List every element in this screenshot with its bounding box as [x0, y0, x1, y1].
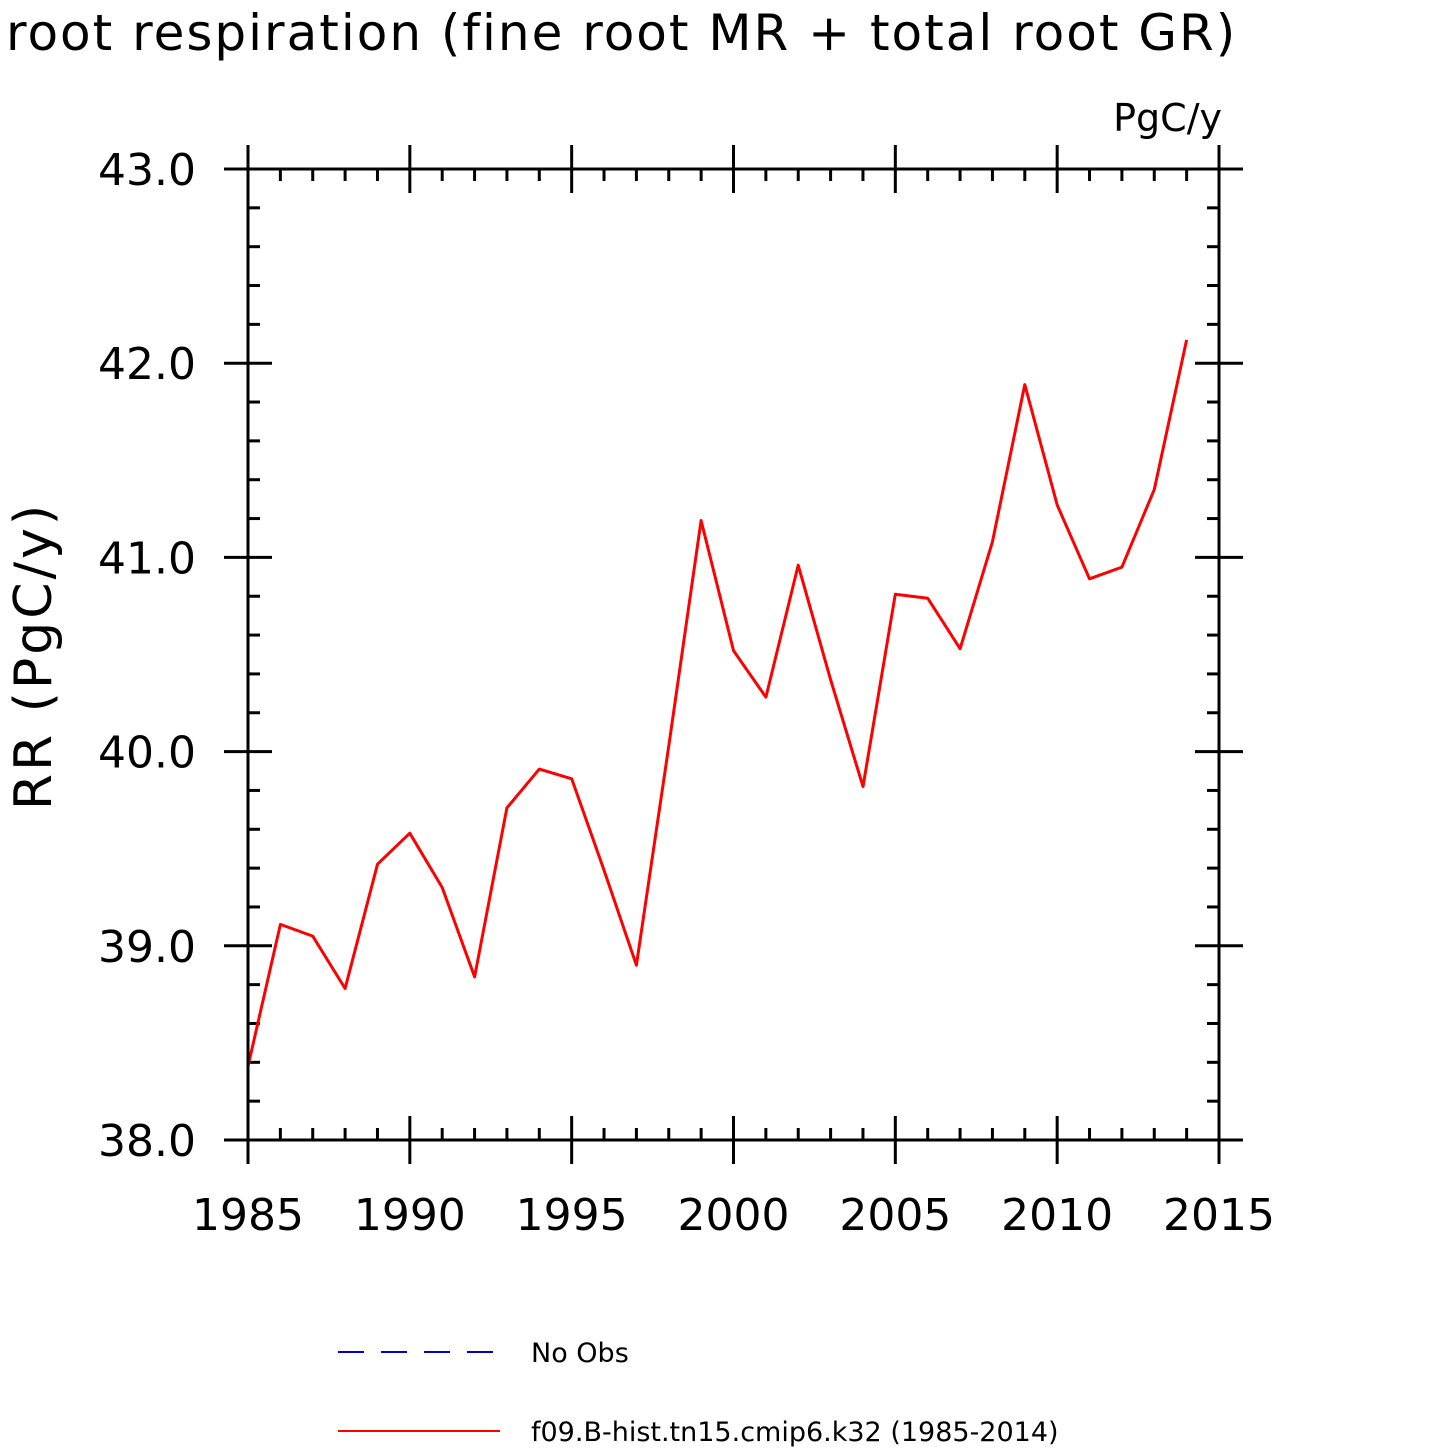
plot-frame: [246, 167, 1221, 1142]
y-axis-label: RR (PgC/y): [4, 502, 64, 810]
y-tick-label: 39.0: [98, 922, 196, 973]
y-tick-label: 42.0: [98, 339, 196, 390]
series-layer: [246, 339, 1189, 1067]
x-tick-label: 1990: [354, 1190, 466, 1241]
y-tick-label: 41.0: [98, 533, 196, 584]
chart-title: root respiration (fine root MR + total r…: [6, 4, 1237, 62]
x-tick-label: 2015: [1163, 1190, 1275, 1241]
x-tick-label: 2005: [839, 1190, 951, 1241]
axis-ticks: [224, 145, 1243, 1164]
x-tick-label: 2010: [1001, 1190, 1113, 1241]
series-line: [246, 339, 1189, 1067]
x-tick-label: 1985: [192, 1190, 304, 1241]
legend: No Obs f09.B-hist.tn15.cmip6.k32 (1985-20…: [338, 1338, 1059, 1448]
y-tick-label: 43.0: [98, 145, 196, 196]
units-label: PgC/y: [1113, 96, 1222, 140]
x-tick-label: 1995: [516, 1190, 628, 1241]
x-tick-label: 2000: [678, 1190, 790, 1241]
legend-label: No Obs: [531, 1338, 629, 1369]
axis-tick-labels: 1985 1990 1995 2000 2005 2010 2015 38.0 39.0 40.0…: [98, 145, 1275, 1241]
y-tick-label: 38.0: [98, 1116, 196, 1167]
y-tick-label: 40.0: [98, 728, 196, 779]
legend-label: f09.B-hist.tn15.cmip6.k32 (1985-2014): [531, 1417, 1059, 1448]
